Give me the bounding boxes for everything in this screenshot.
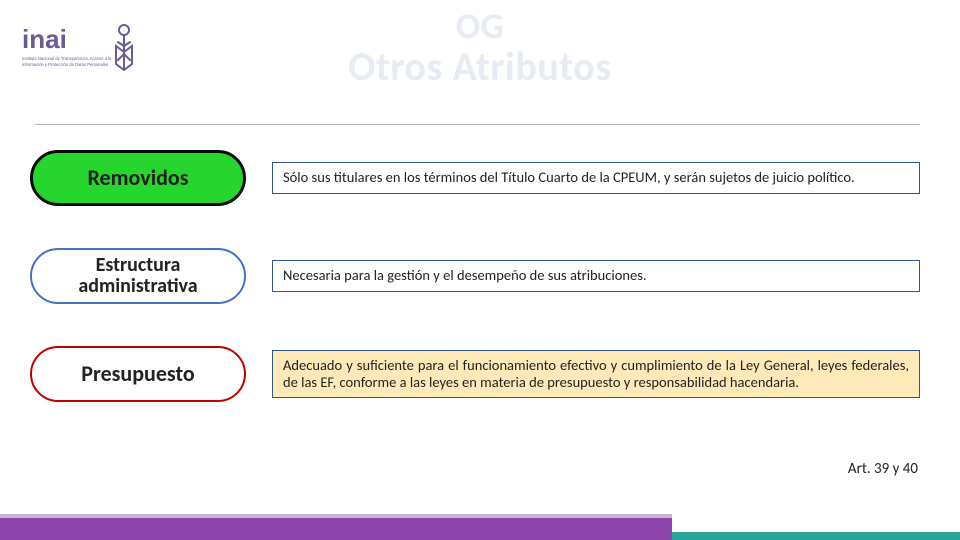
divider-line bbox=[35, 124, 920, 125]
desc-removidos: Sólo sus titulares en los términos del T… bbox=[272, 162, 920, 193]
row-removidos: Removidos Sólo sus titulares en los térm… bbox=[30, 150, 920, 206]
footer-purple-strip bbox=[0, 518, 672, 540]
pill-presupuesto: Presupuesto bbox=[30, 346, 246, 402]
pill-removidos: Removidos bbox=[30, 150, 246, 206]
desc-text: Necesaria para la gestión y el desempeño… bbox=[283, 266, 647, 284]
row-estructura: Estructura administrativa Necesaria para… bbox=[30, 248, 920, 304]
slide-root: inai Instituto Nacional de Transparencia… bbox=[0, 0, 960, 540]
desc-estructura: Necesaria para la gestión y el desempeño… bbox=[272, 260, 920, 291]
pill-estructura: Estructura administrativa bbox=[30, 248, 246, 304]
footer-bar bbox=[0, 510, 960, 540]
pill-label: Estructura administrativa bbox=[40, 255, 236, 297]
desc-presupuesto: Adecuado y suficiente para el funcionami… bbox=[272, 350, 920, 399]
desc-text: Sólo sus titulares en los términos del T… bbox=[283, 168, 855, 186]
title-line-1: OG bbox=[0, 8, 960, 46]
title-line-2: Otros Atributos bbox=[0, 46, 960, 88]
slide-title: OG Otros Atributos bbox=[0, 8, 960, 88]
pill-label: Presupuesto bbox=[81, 362, 194, 385]
pill-label: Removidos bbox=[87, 166, 188, 189]
citation-text: Art. 39 y 40 bbox=[848, 460, 918, 478]
desc-text: Adecuado y suficiente para el funcionami… bbox=[283, 356, 909, 391]
attribute-rows: Removidos Sólo sus titulares en los térm… bbox=[30, 150, 920, 444]
row-presupuesto: Presupuesto Adecuado y suficiente para e… bbox=[30, 346, 920, 402]
